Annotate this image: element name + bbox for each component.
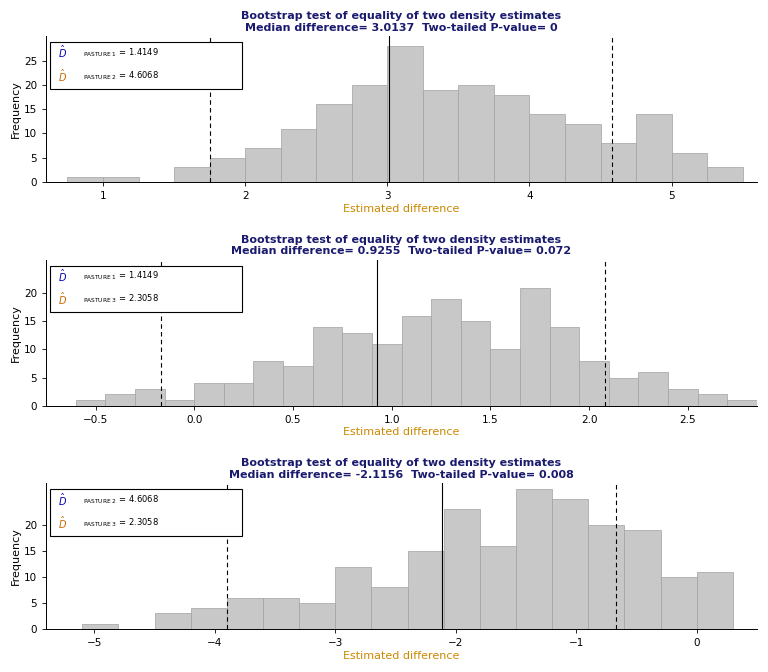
Bar <box>431 299 461 405</box>
Text: $_{\mathregular{PASTURE\ 3}}$ = 2.3058: $_{\mathregular{PASTURE\ 3}}$ = 2.3058 <box>83 293 159 306</box>
Bar <box>105 394 135 405</box>
Bar <box>624 530 660 629</box>
Bar <box>609 378 638 405</box>
Bar <box>638 372 668 405</box>
Bar <box>281 128 316 182</box>
Bar <box>82 624 118 629</box>
Bar <box>50 489 242 536</box>
Title: Bootstrap test of equality of two density estimates
Median difference= 3.0137  T: Bootstrap test of equality of two densit… <box>241 11 561 33</box>
Bar <box>352 85 387 182</box>
Bar <box>76 400 105 405</box>
Bar <box>343 333 372 405</box>
Bar <box>50 265 242 312</box>
Bar <box>299 603 336 629</box>
Bar <box>520 288 550 405</box>
Bar <box>283 366 313 405</box>
Bar <box>550 327 579 405</box>
Bar <box>227 598 263 629</box>
X-axis label: Estimated difference: Estimated difference <box>343 651 460 661</box>
Bar <box>263 598 299 629</box>
Bar <box>671 153 707 182</box>
Bar <box>579 361 609 405</box>
Bar <box>697 572 733 629</box>
Bar <box>316 104 352 182</box>
Bar <box>480 546 516 629</box>
Bar <box>135 388 164 405</box>
Bar <box>372 344 402 405</box>
Bar <box>190 608 227 629</box>
Text: $_{\mathregular{PASTURE\ 1}}$ = 1.4149: $_{\mathregular{PASTURE\ 1}}$ = 1.4149 <box>83 46 159 58</box>
Text: $\hat{D}$: $\hat{D}$ <box>58 267 68 284</box>
Title: Bootstrap test of equality of two density estimates
Median difference= -2.1156  : Bootstrap test of equality of two densit… <box>229 458 574 480</box>
Bar <box>372 587 408 629</box>
Bar <box>601 143 636 182</box>
Y-axis label: Frequency: Frequency <box>11 80 21 138</box>
Bar <box>210 158 245 182</box>
Bar <box>458 85 494 182</box>
Bar <box>423 89 458 182</box>
Text: $_{\mathregular{PASTURE\ 3}}$ = 2.3058: $_{\mathregular{PASTURE\ 3}}$ = 2.3058 <box>83 517 159 529</box>
Text: $\hat{D}$: $\hat{D}$ <box>58 68 68 84</box>
Bar <box>336 566 372 629</box>
Bar <box>154 614 190 629</box>
X-axis label: Estimated difference: Estimated difference <box>343 427 460 437</box>
Bar <box>660 577 697 629</box>
Bar <box>697 394 727 405</box>
Bar <box>727 400 757 405</box>
Bar <box>408 551 444 629</box>
Bar <box>387 46 423 182</box>
Bar <box>245 148 281 182</box>
Bar <box>529 114 565 182</box>
Y-axis label: Frequency: Frequency <box>11 304 21 362</box>
Bar <box>402 316 431 405</box>
Bar <box>68 177 103 182</box>
Bar <box>194 383 223 405</box>
Bar <box>707 167 743 182</box>
Bar <box>313 327 343 405</box>
Text: $\hat{D}$: $\hat{D}$ <box>58 491 68 507</box>
Text: $\hat{D}$: $\hat{D}$ <box>58 515 68 531</box>
Bar <box>444 509 480 629</box>
Text: $\hat{D}$: $\hat{D}$ <box>58 291 68 307</box>
X-axis label: Estimated difference: Estimated difference <box>343 204 460 214</box>
Bar <box>494 95 529 182</box>
Text: $\hat{D}$: $\hat{D}$ <box>58 44 68 60</box>
Bar <box>253 361 283 405</box>
Bar <box>50 42 242 89</box>
Bar <box>174 167 210 182</box>
Bar <box>461 321 491 405</box>
Bar <box>636 114 671 182</box>
Bar <box>491 349 520 405</box>
Title: Bootstrap test of equality of two density estimates
Median difference= 0.9255  T: Bootstrap test of equality of two densit… <box>231 235 571 256</box>
Bar <box>565 124 601 182</box>
Bar <box>103 177 138 182</box>
Bar <box>223 383 253 405</box>
Bar <box>668 388 697 405</box>
Text: $_{\mathregular{PASTURE\ 2}}$ = 4.6068: $_{\mathregular{PASTURE\ 2}}$ = 4.6068 <box>83 493 159 506</box>
Bar <box>164 400 194 405</box>
Bar <box>588 525 624 629</box>
Y-axis label: Frequency: Frequency <box>11 528 21 585</box>
Bar <box>552 499 588 629</box>
Bar <box>516 489 552 629</box>
Text: $_{\mathregular{PASTURE\ 1}}$ = 1.4149: $_{\mathregular{PASTURE\ 1}}$ = 1.4149 <box>83 269 159 282</box>
Text: $_{\mathregular{PASTURE\ 2}}$ = 4.6068: $_{\mathregular{PASTURE\ 2}}$ = 4.6068 <box>83 69 159 82</box>
